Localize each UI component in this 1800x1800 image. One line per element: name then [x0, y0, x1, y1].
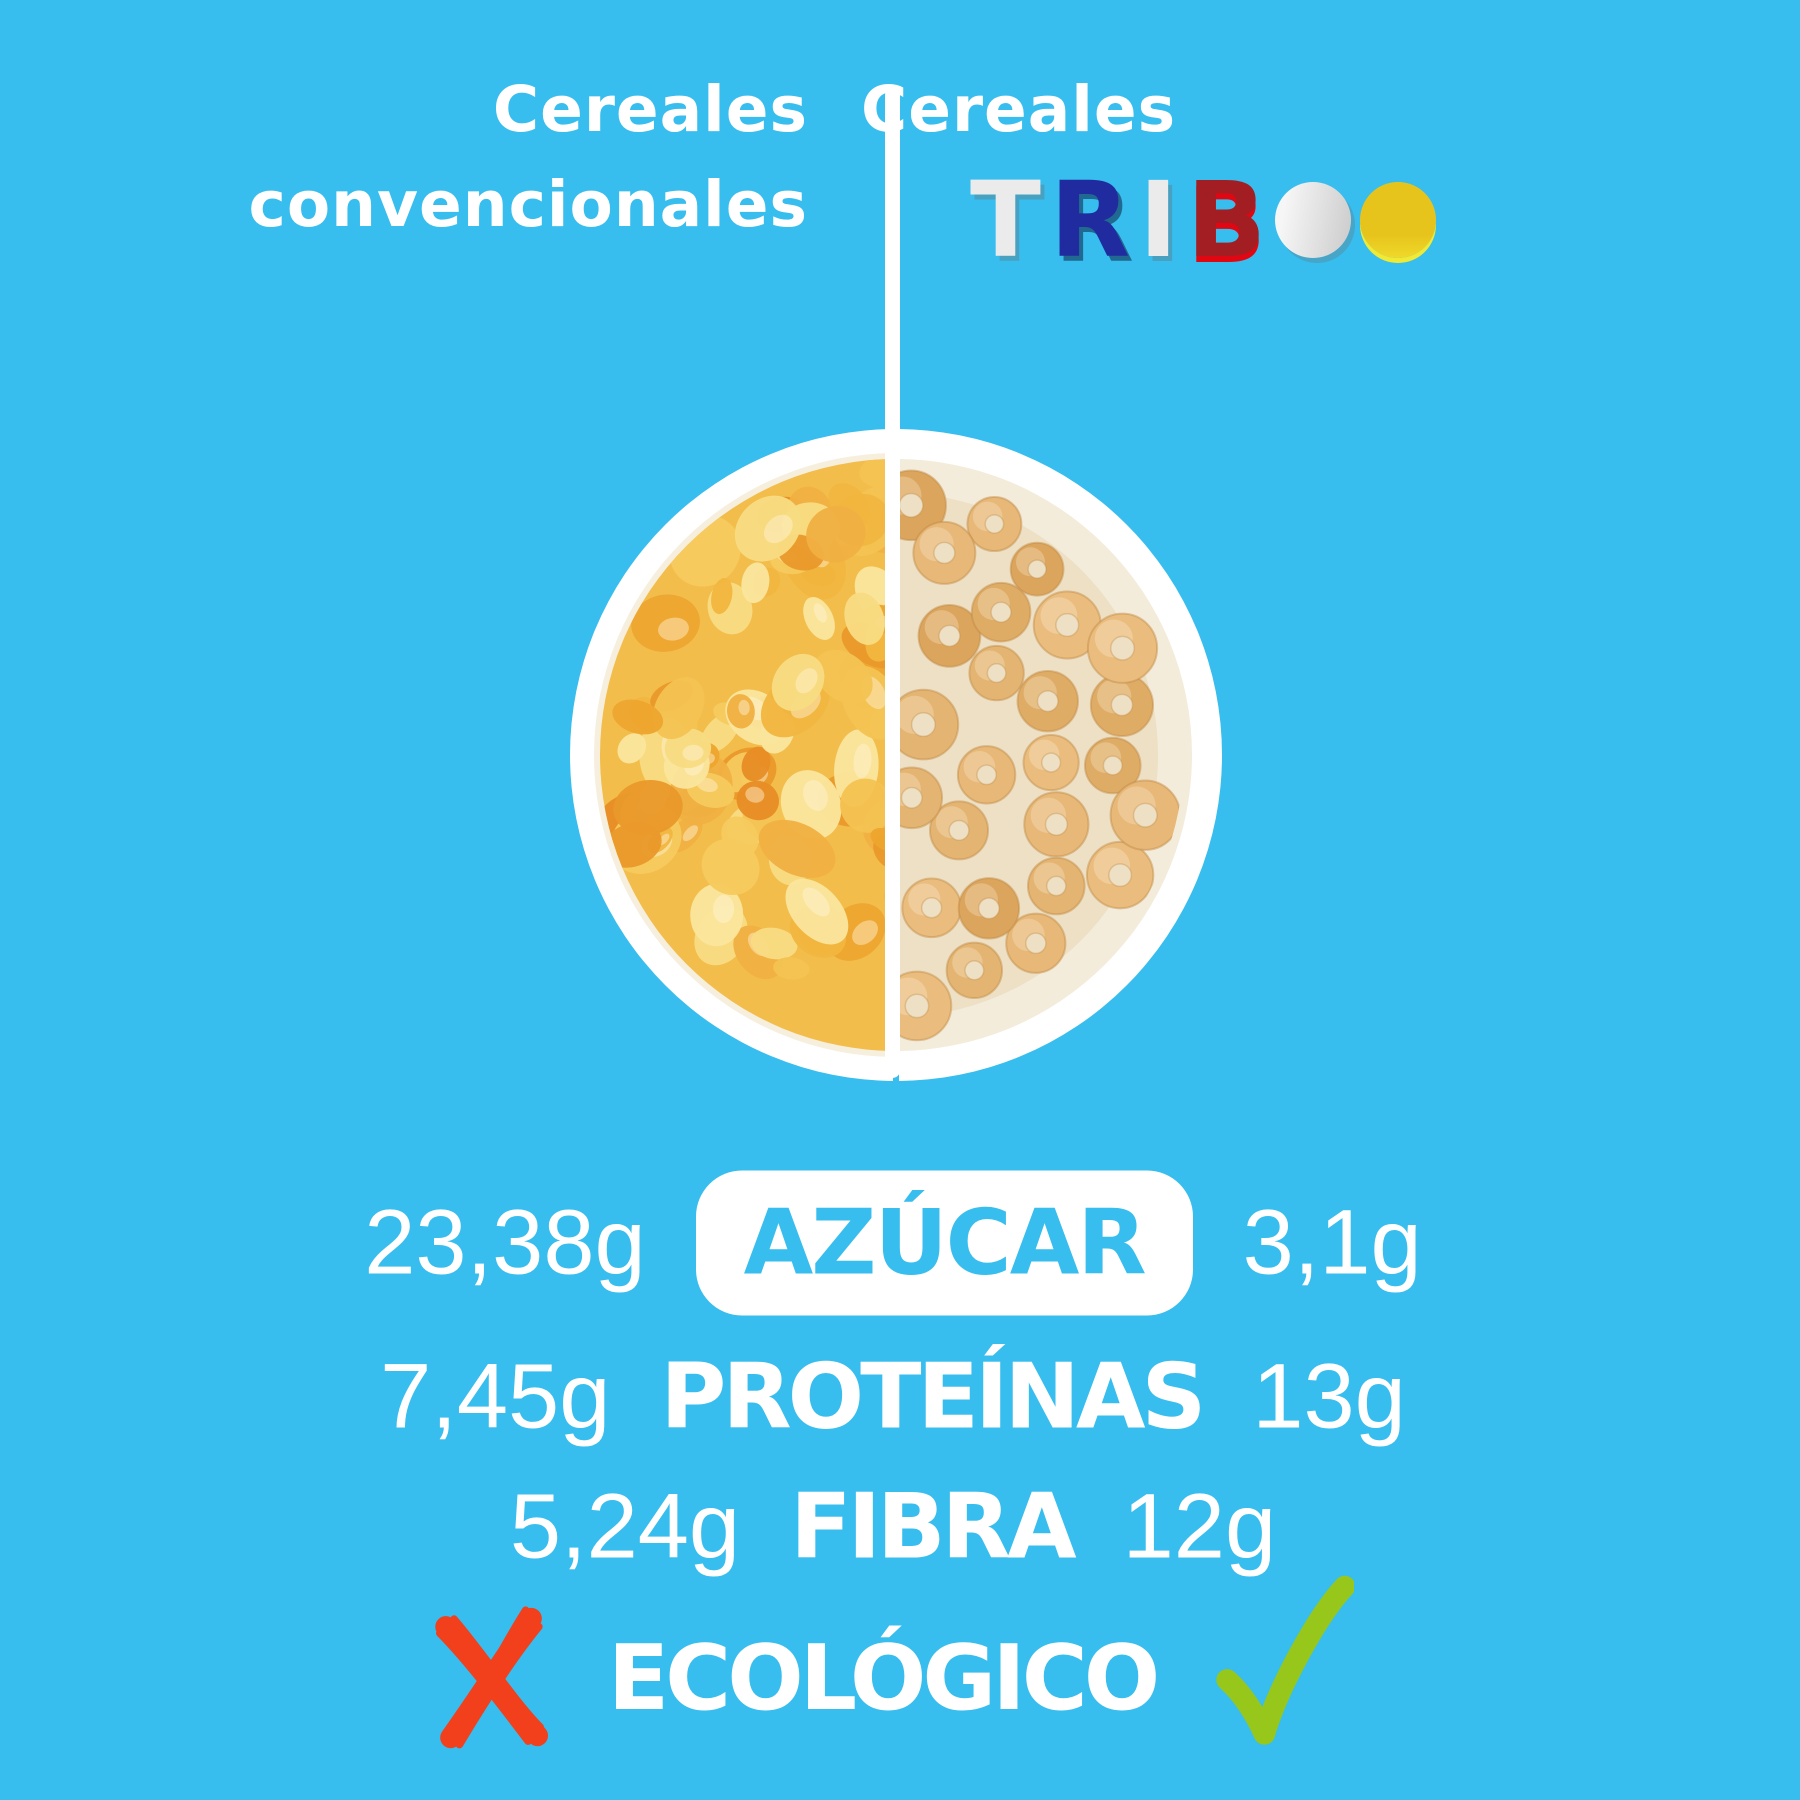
left-title-line1: Cereales	[492, 73, 808, 146]
azucar-pill: AZÚCAR	[695, 1170, 1193, 1316]
logo-letter-o-yellow	[1360, 182, 1437, 258]
row-proteinas: 7,45g PROTEÍNAS 13g	[0, 1345, 1786, 1450]
azucar-left-value: 23,38g	[364, 1191, 646, 1294]
green-check-icon	[1214, 1574, 1355, 1754]
logo-letter-t: T	[970, 159, 1041, 281]
row-ecologico: ECOLÓGICO	[0, 1575, 1786, 1754]
left-title-line2: convencionales	[248, 168, 808, 241]
left-column-title: Cereales convencionales	[248, 62, 808, 252]
fibra-label: FIBRA	[790, 1474, 1077, 1580]
proteinas-label: PROTEÍNAS	[660, 1344, 1206, 1450]
logo-letter-o-silver	[1275, 182, 1352, 258]
row-azucar: 23,38g AZÚCAR 3,1g	[0, 1170, 1786, 1316]
logo-letter-i: I	[1139, 159, 1178, 281]
vertical-divider	[885, 88, 900, 1078]
right-column-title: Cereales	[861, 73, 1177, 146]
cornflakes-half	[570, 429, 893, 1081]
red-cross-icon	[432, 1604, 550, 1752]
azucar-right-value: 3,1g	[1242, 1191, 1422, 1294]
proteinas-right-value: 13g	[1252, 1345, 1406, 1448]
ecologico-label: ECOLÓGICO	[607, 1625, 1161, 1731]
cereal-rings-half	[899, 429, 1222, 1081]
proteinas-left-value: 7,45g	[380, 1345, 611, 1448]
logo-letter-r: R	[1049, 159, 1131, 281]
fibra-left-value: 5,24g	[509, 1475, 741, 1578]
triboo-logo: T R I B	[970, 159, 1437, 281]
azucar-label: AZÚCAR	[743, 1190, 1147, 1296]
cereal-bowl-image	[570, 429, 1222, 1081]
row-fibra: 5,24g FIBRA 12g	[0, 1475, 1786, 1580]
fibra-right-value: 12g	[1122, 1475, 1277, 1578]
logo-letter-b: B	[1186, 159, 1267, 281]
